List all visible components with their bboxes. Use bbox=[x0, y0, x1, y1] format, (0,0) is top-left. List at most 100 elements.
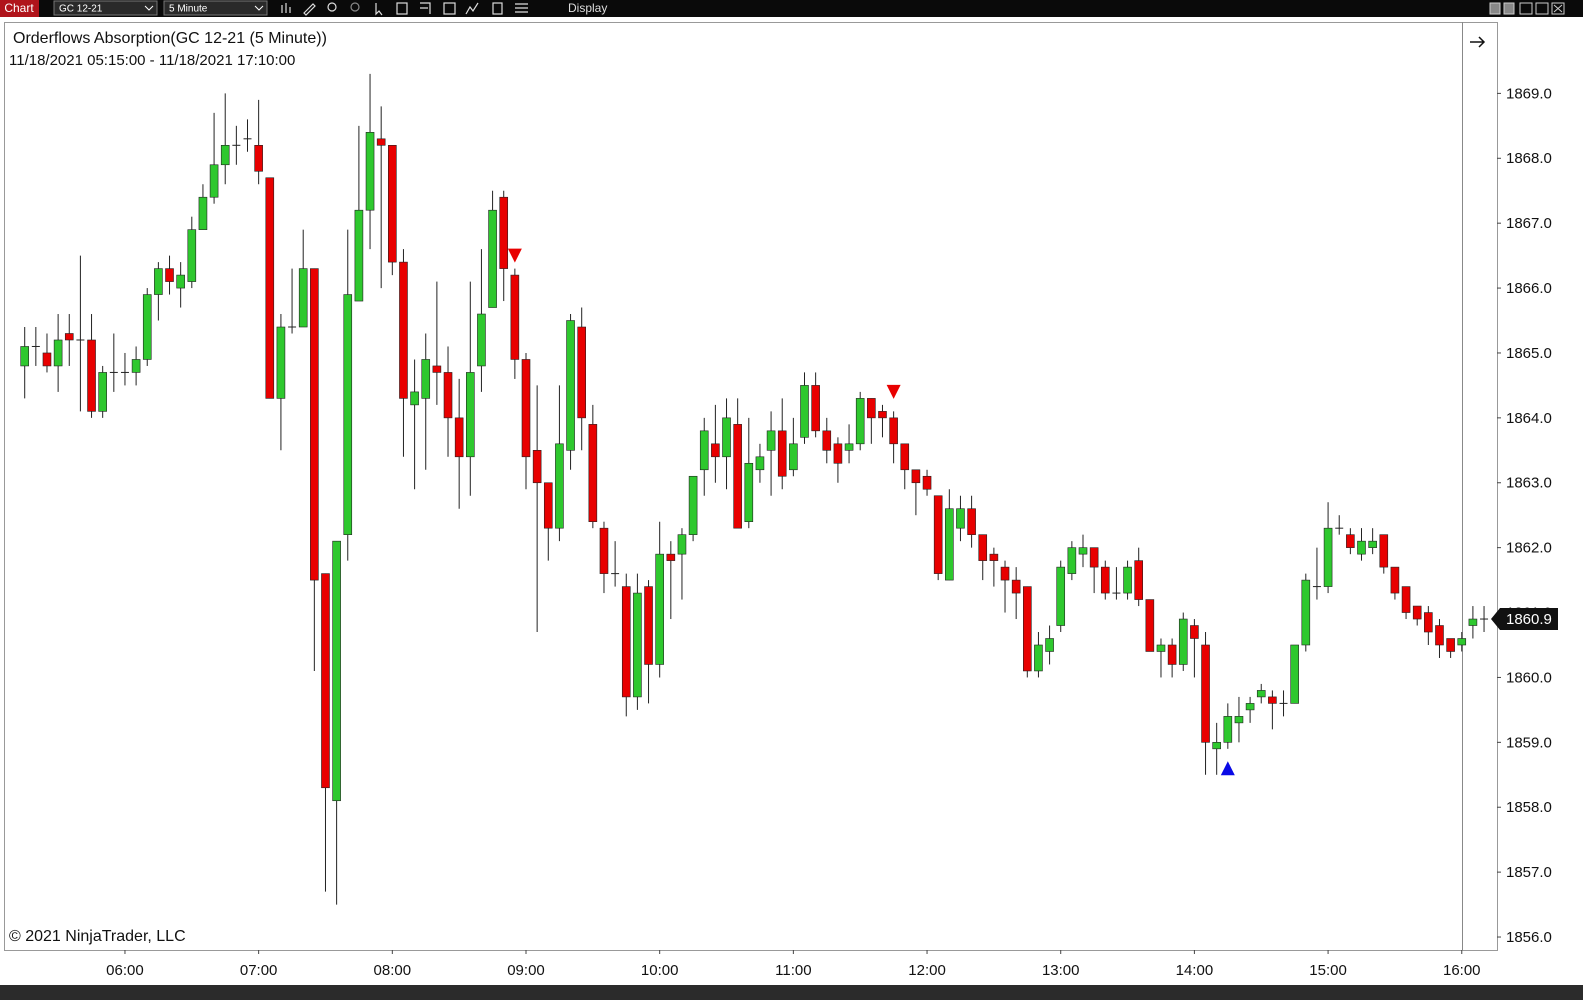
x-tick-label: 15:00 bbox=[1309, 962, 1347, 979]
y-tick-label: 1857.0 bbox=[1506, 864, 1552, 881]
candle-body bbox=[777, 430, 787, 477]
close-x bbox=[1553, 4, 1563, 13]
x-tick-label: 08:00 bbox=[374, 962, 412, 979]
candle-body bbox=[989, 553, 999, 561]
candle-body bbox=[209, 164, 219, 198]
minimize-button[interactable] bbox=[1519, 2, 1533, 15]
candle-body bbox=[1357, 540, 1366, 555]
candle-body bbox=[1178, 618, 1188, 665]
candle-body bbox=[1468, 618, 1478, 626]
candle-body bbox=[644, 586, 653, 665]
chart-title: Orderflows Absorption(GC 12-21 (5 Minute… bbox=[13, 30, 327, 47]
interval-select[interactable] bbox=[163, 0, 268, 16]
chart-tab-label: Chart bbox=[4, 1, 34, 15]
x-tick-label: 09:00 bbox=[507, 962, 545, 979]
candle-body bbox=[388, 145, 397, 263]
candle-body bbox=[1190, 625, 1199, 639]
toolbar bbox=[0, 0, 1583, 17]
draw-icon[interactable] bbox=[303, 3, 316, 16]
candle-body bbox=[42, 352, 52, 367]
data-box-icon[interactable] bbox=[396, 2, 408, 15]
candle-body bbox=[399, 261, 408, 399]
candle-body bbox=[900, 443, 910, 471]
candle-body bbox=[220, 145, 230, 166]
candle-body bbox=[1000, 566, 1010, 581]
candle-body bbox=[87, 339, 96, 412]
candle-body bbox=[688, 475, 698, 535]
candle-body bbox=[1078, 547, 1088, 555]
candle-body bbox=[1056, 566, 1066, 626]
candle-body bbox=[488, 209, 497, 308]
window-button[interactable] bbox=[1503, 2, 1515, 15]
chart-style-icon[interactable] bbox=[465, 2, 479, 15]
candle-body bbox=[131, 359, 141, 373]
candle-body bbox=[789, 443, 798, 471]
y-tick-label: 1862.0 bbox=[1506, 540, 1552, 557]
status-bar bbox=[0, 985, 1583, 1000]
y-tick-label: 1860.0 bbox=[1506, 669, 1552, 686]
y-tick-label: 1859.0 bbox=[1506, 734, 1552, 751]
chart-tab[interactable] bbox=[0, 0, 39, 17]
candle-body bbox=[566, 320, 575, 451]
candle-body bbox=[465, 372, 475, 458]
zoom-out-icon[interactable] bbox=[350, 2, 360, 12]
candle-body bbox=[1256, 690, 1266, 698]
candle-body bbox=[588, 424, 598, 522]
candle-body bbox=[1067, 547, 1077, 574]
instrument-select[interactable] bbox=[53, 0, 158, 16]
candle-body bbox=[187, 229, 197, 282]
candle-body bbox=[53, 339, 63, 367]
candle-body bbox=[1022, 586, 1032, 672]
toolbar-icons bbox=[281, 2, 528, 16]
date-range: 11/18/2021 05:15:00 - 11/18/2021 17:10:0… bbox=[9, 52, 295, 69]
indicator-icon[interactable] bbox=[420, 2, 431, 14]
candle-body bbox=[443, 372, 453, 419]
close-button[interactable] bbox=[1551, 2, 1565, 15]
pointer-icon[interactable] bbox=[375, 3, 383, 16]
candle-body bbox=[1446, 638, 1455, 652]
template-icon[interactable] bbox=[492, 2, 503, 15]
candle-body bbox=[64, 333, 74, 341]
dropdown-arrow bbox=[254, 5, 264, 11]
candle-body bbox=[265, 177, 275, 399]
candle-body bbox=[410, 391, 419, 406]
candle-body bbox=[1134, 560, 1143, 600]
window-button[interactable] bbox=[1489, 2, 1501, 15]
candle-body bbox=[1457, 638, 1467, 646]
candle-body bbox=[321, 573, 330, 789]
strategy-icon[interactable] bbox=[443, 2, 456, 15]
properties-icon[interactable] bbox=[515, 3, 528, 13]
candle-body bbox=[1435, 625, 1444, 646]
y-tick-label: 1869.0 bbox=[1506, 85, 1552, 102]
candle-body bbox=[499, 196, 509, 269]
last-price-tag bbox=[1491, 608, 1558, 631]
candle-body bbox=[699, 430, 709, 471]
candle-body bbox=[844, 443, 854, 451]
y-tick-label: 1866.0 bbox=[1506, 280, 1552, 297]
candle-body bbox=[933, 495, 943, 574]
zoom-in-icon[interactable] bbox=[327, 2, 337, 12]
candle-body bbox=[454, 417, 464, 458]
candle-body bbox=[1368, 540, 1377, 548]
sell-signal bbox=[507, 248, 522, 263]
display-menu[interactable]: Display bbox=[568, 1, 607, 15]
candle-body bbox=[1123, 566, 1132, 594]
candle-body bbox=[711, 443, 720, 458]
candle-body bbox=[811, 385, 820, 432]
candle-body bbox=[176, 274, 185, 289]
candle-body bbox=[1156, 644, 1166, 652]
candle-body bbox=[733, 424, 742, 529]
bars-icon[interactable] bbox=[281, 3, 291, 13]
maximize-button[interactable] bbox=[1535, 2, 1549, 15]
candle-body bbox=[254, 145, 263, 172]
y-tick-label: 1867.0 bbox=[1506, 215, 1552, 232]
dropdown-arrow bbox=[144, 5, 154, 11]
candle-body bbox=[978, 534, 988, 561]
x-tick-label: 13:00 bbox=[1042, 962, 1080, 979]
window-buttons bbox=[1489, 2, 1565, 15]
candle-body bbox=[945, 508, 954, 581]
candle-body bbox=[1346, 534, 1355, 548]
scroll-button[interactable] bbox=[1464, 26, 1492, 56]
candle-body bbox=[833, 443, 843, 464]
